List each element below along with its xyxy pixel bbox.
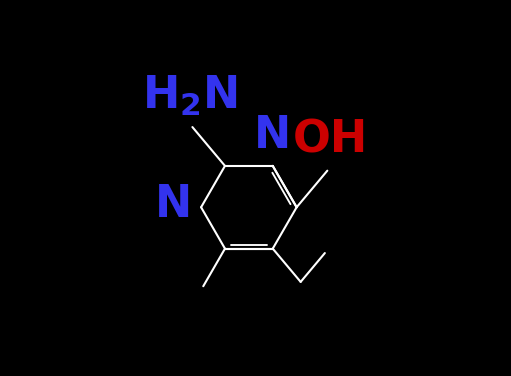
Text: $\mathregular{H_2N}$: $\mathregular{H_2N}$ — [142, 74, 237, 118]
Text: OH: OH — [293, 119, 368, 162]
Text: N: N — [254, 114, 291, 157]
Text: N: N — [155, 183, 193, 226]
